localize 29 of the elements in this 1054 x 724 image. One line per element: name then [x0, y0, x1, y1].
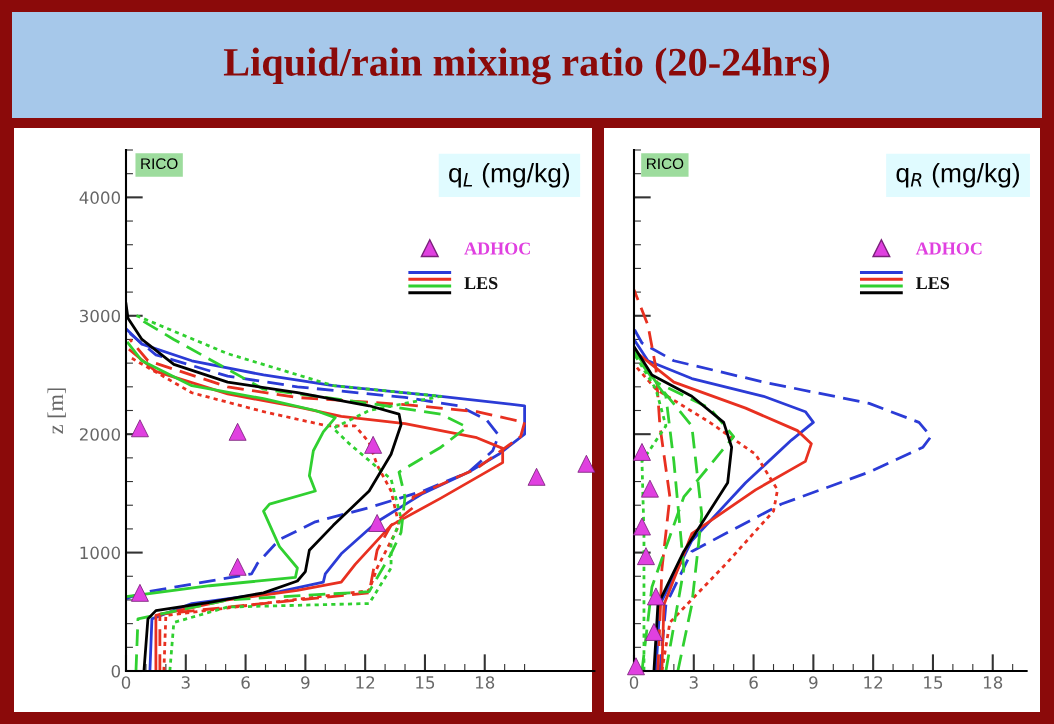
y-tick-label: 0: [111, 664, 121, 678]
x-tick-label: 0: [121, 676, 131, 689]
y-axis-title: z [m]: [47, 388, 66, 434]
x-tick-label: 3: [181, 676, 190, 689]
x-tick-label: 15: [924, 676, 943, 689]
legend-label: LES: [464, 277, 498, 290]
x-tick-label: 0: [629, 676, 639, 689]
x-tick-label: 3: [689, 676, 698, 689]
x-tick-label: 15: [416, 676, 435, 689]
annotation: RICO: [647, 158, 684, 170]
x-tick-label: 18: [983, 676, 1003, 689]
x-tick-label: 12: [864, 676, 883, 689]
legend-label: ADHOC: [915, 242, 982, 255]
x-tick-label: 12: [356, 676, 375, 689]
x-tick-label: 6: [749, 676, 758, 689]
x-tick-label: 6: [241, 676, 250, 689]
chart-title: Liquid/rain mixing ratio (20-24hrs): [223, 47, 830, 85]
y-tick-label: 4000: [79, 191, 121, 204]
y-tick-label: 2000: [79, 428, 121, 441]
y-tick-label: 1000: [80, 546, 121, 560]
annotation: q$_{L}$ (mg/kg): [449, 163, 570, 188]
x-tick-label: 18: [475, 676, 495, 689]
legend-label: LES: [915, 277, 950, 290]
legend-label: ADHOC: [464, 242, 530, 255]
x-tick-label: 9: [301, 676, 310, 689]
annotation: RICO: [141, 158, 178, 170]
y-tick-label: 3000: [79, 309, 121, 323]
x-tick-label: 9: [809, 676, 818, 689]
annotation: q$_{R}$ (mg/kg): [896, 163, 1019, 188]
